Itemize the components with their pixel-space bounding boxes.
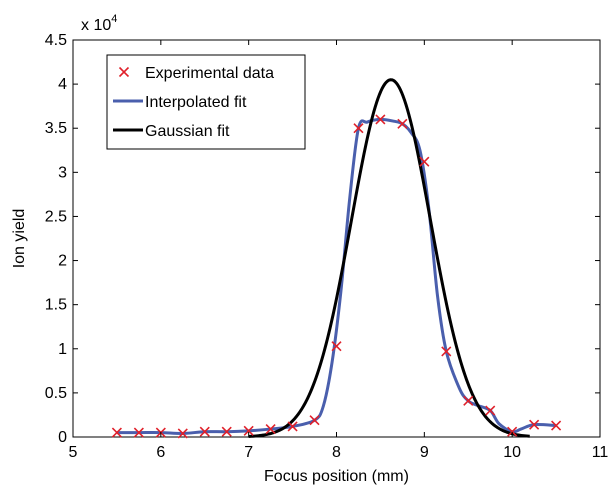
legend-marker-icon (118, 66, 130, 78)
data-point-marker (331, 341, 342, 352)
data-point-marker (375, 114, 386, 125)
legend-label: Experimental data (145, 65, 274, 82)
y-tick-label: 4.5 (45, 32, 67, 49)
x-tick-label: 6 (156, 444, 165, 461)
x-tick-label: 5 (69, 444, 78, 461)
data-point-marker (243, 425, 254, 436)
data-point-marker (463, 395, 474, 406)
legend: Experimental data Interpolated fit Gauss… (106, 54, 306, 150)
y-tick-label: 3.5 (45, 120, 67, 137)
y-tick-label: 1.5 (45, 297, 67, 314)
data-point-marker (397, 118, 408, 129)
y-axis-label: Ion yield (11, 209, 28, 269)
data-point-marker (419, 156, 430, 167)
data-point-marker (177, 428, 188, 439)
data-point-marker (265, 423, 276, 435)
y-tick-label: 4 (58, 76, 67, 93)
data-point-marker (221, 426, 232, 437)
data-point-marker (353, 123, 364, 134)
y-axis-multiplier: x 104 (81, 13, 117, 34)
gaussian-fit-line (248, 78, 530, 438)
data-point-marker (485, 405, 496, 416)
x-tick-label: 10 (503, 444, 521, 461)
y-tick-label: 3 (58, 164, 67, 181)
data-point-marker (199, 426, 210, 437)
data-point-marker (529, 419, 540, 430)
y-tick-label: 2.5 (45, 208, 67, 225)
x-tick-label: 7 (244, 444, 253, 461)
x-tick-label: 8 (332, 444, 341, 461)
data-point-marker (111, 427, 122, 438)
ticks-layer: 5 6 7 8 9 10 11 0 0.5 1 1.5 2 2.5 3 3.5 4 4.5 (45, 32, 609, 461)
legend-item-experimental-data: Experimental data (118, 65, 274, 82)
x-tick-label: 9 (420, 444, 429, 461)
y-tick-label: 2 (58, 253, 67, 270)
legend-label: Interpolated fit (145, 94, 247, 111)
y-tick-label: 0.5 (45, 385, 67, 402)
legend-item-gaussian-fit: Gaussian fit (113, 123, 230, 140)
x-tick-label: 11 (592, 444, 609, 461)
series-layer (111, 78, 562, 439)
y-tick-label: 0 (58, 429, 67, 446)
legend-label: Gaussian fit (145, 123, 230, 140)
legend-item-interpolated-fit: Interpolated fit (113, 94, 247, 111)
x-axis-label: Focus position (mm) (264, 468, 409, 485)
data-point-marker (309, 415, 320, 426)
data-point-marker (287, 421, 298, 432)
data-point-marker (133, 427, 144, 438)
data-point-marker (507, 426, 518, 437)
data-point-marker (551, 420, 562, 431)
y-tick-label: 1 (58, 341, 67, 358)
data-point-marker (441, 346, 452, 357)
